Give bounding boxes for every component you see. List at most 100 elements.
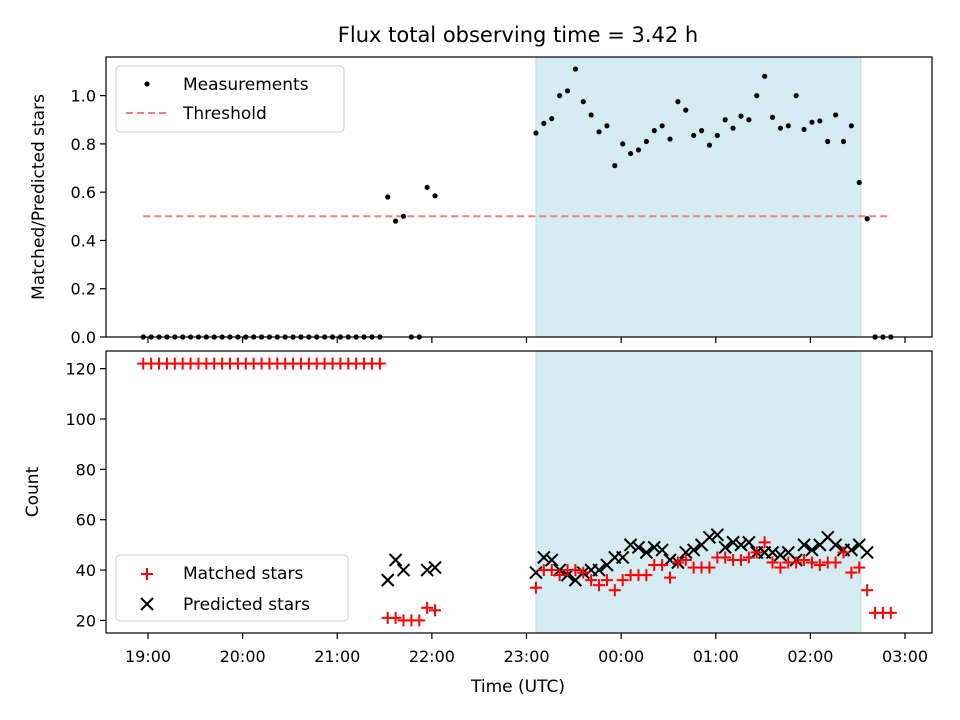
predicted-stars-point [765, 545, 780, 560]
measurement-point [698, 128, 705, 134]
measurement-point [754, 93, 760, 99]
predicted-stars-point [679, 545, 693, 560]
predicted-stars-point [686, 543, 701, 557]
bottom-panel: 20 40 60 80 100 120 19:00 20:00 21:00 22:00 23:00… [23, 350, 933, 697]
measurement-point [817, 118, 823, 124]
top-ytick-label: 0.0 [71, 328, 96, 347]
matched-stars-point [679, 553, 692, 566]
top-legend: Measurements Threshold [115, 65, 345, 133]
bottom-ylabel: Count [23, 466, 43, 517]
measurement-point [793, 93, 799, 99]
matched-stars-point [790, 556, 803, 569]
measurement-point [730, 125, 736, 131]
predicted-stars-point [639, 545, 654, 560]
chart-title: Flux total observing time = 3.42 h [338, 23, 698, 47]
bottom-ytick-label: 100 [65, 410, 96, 429]
predicted-stars-point [428, 560, 442, 575]
matched-stars-point [616, 574, 629, 587]
measurement-point [564, 88, 571, 94]
matched-stars-point [593, 579, 606, 592]
matched-stars-point [671, 556, 684, 569]
bottom-ytick-label: 40 [76, 561, 96, 580]
predicted-stars-point [631, 540, 646, 555]
predicted-stars-point [537, 550, 551, 565]
matched-stars-point [608, 584, 621, 597]
measurement-point [572, 66, 578, 72]
matched-stars-point [389, 611, 402, 624]
top-ytick-label: 0.2 [71, 280, 96, 299]
matched-stars-point [600, 574, 613, 587]
predicted-stars-point [623, 538, 638, 552]
measurement-point [762, 73, 768, 79]
measurement-point [833, 112, 839, 118]
bottom-ytick-label: 80 [76, 460, 96, 479]
measurement-point [714, 132, 720, 139]
measurement-point [643, 138, 649, 145]
measurement-point [777, 125, 784, 131]
legend-matched-label: Matched stars [183, 564, 303, 584]
predicted-stars-point [828, 538, 843, 552]
top-ylabel: Matched/Predicted stars [29, 94, 49, 300]
measurement-point [604, 123, 610, 129]
measurement-point [541, 120, 547, 126]
measurement-point [596, 129, 602, 135]
predicted-stars-point [742, 535, 756, 550]
matched-stars-point [845, 566, 858, 579]
predicted-stars-point [647, 540, 661, 555]
predicted-stars-point [710, 528, 725, 542]
top-panel: 0.0 0.2 0.4 0.6 0.8 1.0 Matched/Predicted sta… [29, 56, 933, 347]
predicted-stars-point [545, 553, 559, 567]
matched-stars-point [373, 357, 386, 370]
matched-stars-point [421, 601, 434, 614]
measurement-point [659, 123, 665, 129]
matched-stars-point [413, 614, 426, 627]
matched-stars-point [884, 606, 897, 619]
matched-stars-point [734, 553, 747, 566]
predicted-stars-point [734, 538, 748, 552]
matched-stars-point [664, 571, 677, 584]
measurement-point [683, 107, 689, 113]
legend-predicted-label: Predicted stars [183, 595, 310, 615]
predicted-stars-point [420, 563, 434, 577]
matched-stars-point [703, 561, 716, 574]
matched-stars-point [577, 566, 590, 579]
top-ytick-label: 0.4 [71, 231, 96, 250]
measurement-point [840, 138, 847, 145]
matched-stars-point [813, 559, 826, 572]
measurement-point [675, 99, 681, 105]
matched-stars-point [829, 556, 842, 569]
bottom-xtick-label: 00:00 [598, 647, 644, 666]
measurement-point [746, 117, 752, 123]
predicted-stars-point [663, 553, 677, 567]
legend-predicted-swatch [140, 597, 154, 611]
legend-measurements-label: Measurements [183, 75, 309, 95]
bottom-xtick-label: 22:00 [409, 647, 455, 666]
matched-stars-point [429, 604, 442, 617]
top-shaded-interval [535, 56, 862, 338]
bottom-ytick-label: 60 [76, 511, 96, 530]
measurement-point [393, 218, 399, 224]
matched-stars-point [750, 546, 763, 559]
measurement-point [856, 179, 862, 186]
measurement-point [667, 136, 673, 142]
predicted-stars-point [396, 563, 411, 577]
matched-stars-point [861, 584, 874, 597]
bottom-xtick-label: 20:00 [220, 647, 266, 666]
measurement-point [612, 163, 618, 169]
bottom-shaded-interval [535, 350, 862, 634]
bottom-legend: Matched stars Predicted stars [115, 554, 349, 622]
matched-stars-point [758, 536, 771, 549]
measurement-point [580, 99, 586, 105]
matched-stars-point [805, 556, 818, 569]
matched-stars-point [569, 564, 582, 577]
measurement-point [738, 113, 744, 119]
measurement-point [691, 132, 697, 139]
predicted-stars-point [388, 553, 403, 567]
measurement-point [785, 123, 791, 129]
predicted-stars-point [726, 535, 740, 550]
predicted-stars-point [655, 543, 669, 557]
top-plot-frame [105, 56, 933, 338]
measurement-point [588, 112, 594, 118]
measurement-point [620, 141, 626, 147]
bottom-xtick-label: 03:00 [882, 647, 928, 666]
